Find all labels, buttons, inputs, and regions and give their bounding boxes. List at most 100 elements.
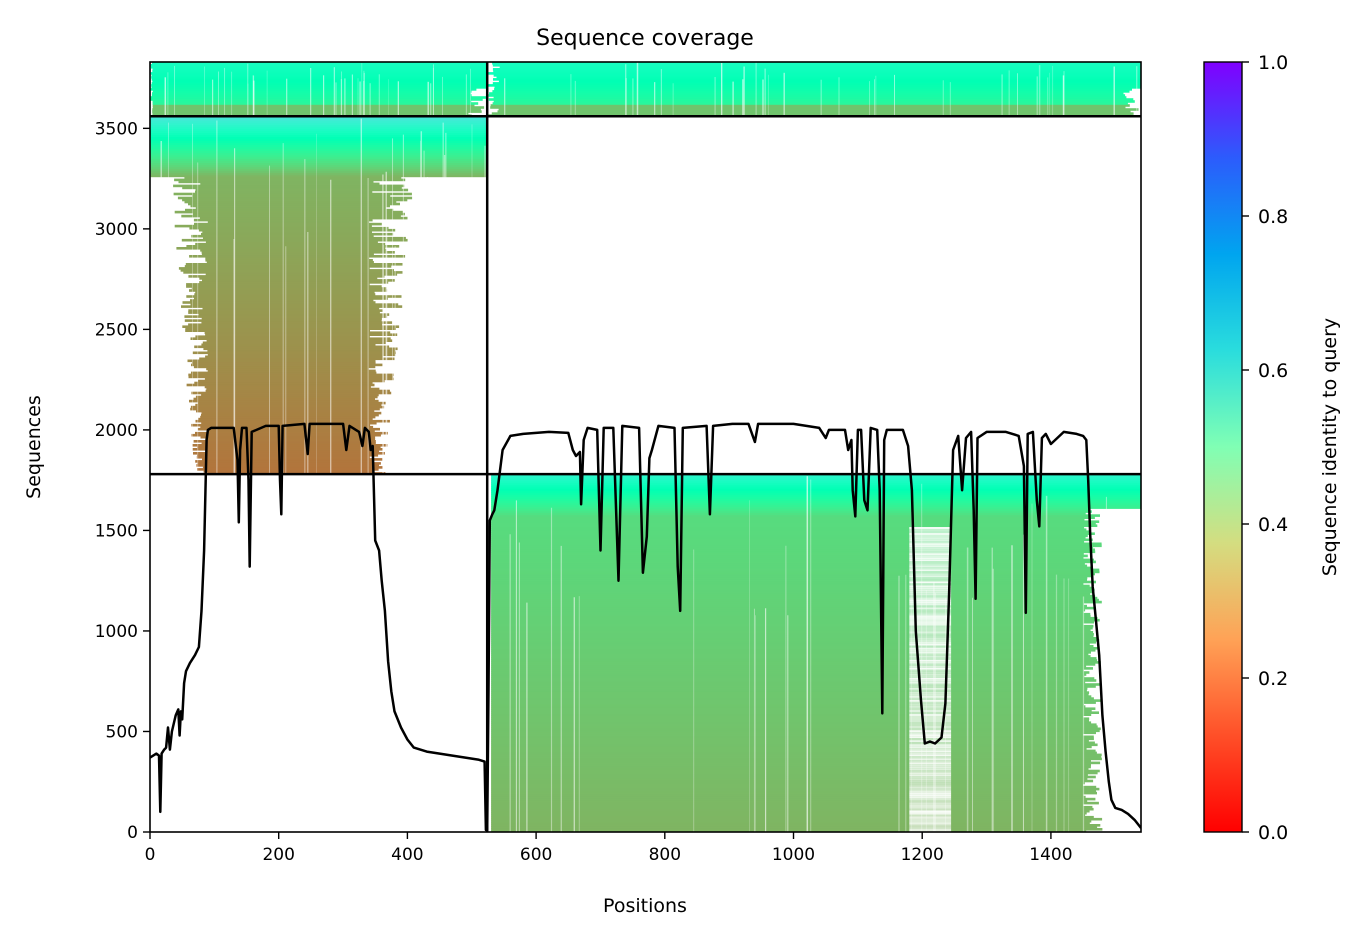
coverage-row (178, 267, 370, 270)
coverage-row (207, 220, 370, 224)
x-tick-label: 200 (262, 845, 294, 865)
coverage-row (151, 78, 488, 81)
coverage-row (201, 413, 379, 417)
coverage-gap (909, 765, 952, 769)
coverage-gap (909, 747, 952, 751)
coverage-heatmap (150, 62, 1141, 832)
coverage-row (195, 460, 374, 463)
coverage-row (150, 162, 488, 166)
coverage-row (192, 448, 383, 451)
coverage-row (192, 361, 376, 365)
coverage-row (199, 216, 408, 220)
coverage-row (491, 773, 1088, 777)
coverage-row (150, 72, 488, 75)
coverage-gap (909, 538, 952, 542)
coverage-row (491, 592, 1091, 596)
coverage-row (205, 257, 370, 260)
coverage-gap (909, 614, 952, 618)
coverage-gap (909, 815, 952, 819)
coverage-gaps-2 (164, 63, 471, 117)
coverage-row (150, 88, 477, 91)
coverage-row (195, 206, 387, 210)
plot-frame (149, 61, 1142, 833)
coverage-gap (909, 590, 952, 594)
coverage-row (192, 351, 396, 355)
coverage-row (498, 80, 1141, 83)
coverage-row (188, 275, 385, 278)
coverage-row (491, 572, 1096, 576)
coverage-row (491, 562, 1085, 566)
coverage-gap (909, 779, 952, 783)
coverage-row (185, 329, 370, 332)
coverage-row (202, 341, 386, 345)
coverage-gaps-3 (509, 476, 1107, 832)
coverage-row (188, 375, 393, 379)
coverage-row (491, 649, 1096, 652)
coverage-gap (909, 715, 952, 718)
coverage-block-2 (150, 62, 488, 117)
coverage-row (491, 767, 1089, 771)
coverage-row (491, 777, 1088, 781)
coverage-row (202, 279, 395, 282)
coverage-row (201, 253, 374, 256)
coverage-gap (909, 528, 952, 531)
coverage-row (205, 273, 398, 276)
x-tick-label: 0 (145, 845, 156, 865)
coverage-row (188, 309, 383, 312)
coverage-row (150, 168, 488, 172)
coverage-row (152, 100, 472, 103)
coverage-gap (909, 622, 952, 626)
coverage-gap (909, 773, 952, 777)
coverage-row (492, 90, 1130, 93)
coverage-row (491, 657, 1097, 660)
coverage-row (150, 120, 488, 123)
coverage-row (184, 200, 397, 204)
y-axis-label: Sequences (23, 395, 45, 499)
x-tick-label: 800 (649, 845, 681, 865)
coverage-row (491, 759, 1092, 763)
coverage-row (201, 317, 382, 320)
coverage-row (150, 98, 483, 101)
coverage-row (491, 757, 1102, 761)
coverage-gap (909, 755, 952, 759)
coverage-row (150, 124, 488, 127)
coverage-row (491, 683, 1102, 686)
coverage-row (491, 614, 1091, 618)
coverage-row (491, 665, 1087, 668)
coverage-gap (909, 719, 952, 722)
coverage-row (491, 626, 1093, 630)
coverage-row (491, 830, 1087, 832)
coverage-row (491, 739, 1089, 743)
coverage-row (195, 188, 409, 192)
coverage-row (196, 409, 375, 413)
coverage-row (491, 510, 1092, 513)
coverage-row (491, 546, 1094, 550)
y-tick-label: 3500 (95, 119, 138, 139)
coverage-row (491, 801, 1099, 805)
colorbar-label: Sequence identity to query (1319, 318, 1341, 576)
coverage-row (150, 140, 488, 143)
coverage-gap (909, 709, 952, 712)
coverage-row (201, 421, 377, 425)
coverage-gap (909, 604, 952, 608)
coverage-row (150, 150, 488, 154)
coverage-gap (909, 550, 952, 554)
coverage-row (198, 379, 385, 383)
coverage-row (491, 691, 1090, 694)
coverage-gap (909, 685, 952, 688)
coverage-row (152, 106, 485, 109)
coverage-row (202, 230, 372, 234)
coverage-row (195, 395, 378, 399)
coverage-gap (909, 725, 952, 728)
coverage-row (205, 450, 380, 453)
coverage-gap (909, 669, 952, 672)
coverage-gap (909, 735, 952, 739)
coverage-row (150, 64, 488, 67)
coverage-row (150, 126, 488, 129)
coverage-row (181, 214, 401, 218)
coverage-row (195, 190, 373, 194)
coverage-gap (909, 731, 952, 735)
coverage-row (152, 108, 481, 111)
coverage-row (491, 500, 1141, 503)
coverage-row (491, 564, 1088, 568)
